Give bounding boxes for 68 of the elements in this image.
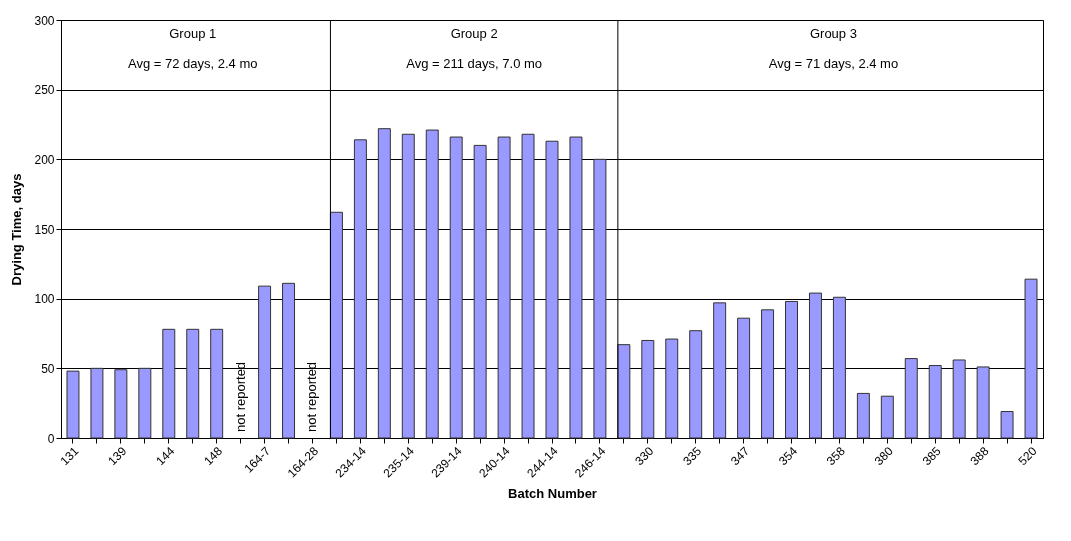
bar xyxy=(928,365,942,439)
bar xyxy=(449,136,463,439)
text: not reported xyxy=(232,361,248,432)
bar xyxy=(545,140,559,439)
bar xyxy=(1024,278,1038,439)
bar xyxy=(1000,411,1014,439)
bar xyxy=(856,392,870,439)
bar xyxy=(425,129,439,439)
bar xyxy=(641,339,655,439)
bar xyxy=(713,302,727,439)
annotation: Group 2 xyxy=(450,26,498,41)
x-tick-label: 347 xyxy=(728,443,753,469)
bar xyxy=(329,211,343,439)
bar xyxy=(90,367,104,439)
x-tick-label: 520 xyxy=(1015,443,1040,469)
bar xyxy=(210,328,224,439)
annotation: Avg = 211 days, 7.0 mo xyxy=(406,56,543,71)
bar xyxy=(114,369,128,439)
y-tick-label: 200 xyxy=(34,152,55,167)
y-tick-label: 100 xyxy=(34,292,55,307)
bar xyxy=(904,358,918,439)
annotation: Group 1 xyxy=(169,26,217,41)
x-tick-label: 131 xyxy=(57,443,82,469)
bar xyxy=(186,328,200,439)
y-axis-title: Drying Time, days xyxy=(9,173,25,286)
bar xyxy=(353,139,367,439)
bar xyxy=(880,395,894,439)
bar xyxy=(808,292,822,439)
bar xyxy=(952,359,966,439)
y-tick-label: 50 xyxy=(41,361,55,376)
x-tick-label: 358 xyxy=(823,443,849,469)
bar xyxy=(689,330,703,439)
bar xyxy=(761,309,775,439)
bar xyxy=(665,338,679,439)
x-tick-label: 139 xyxy=(105,443,130,469)
y-tick-label: 0 xyxy=(47,431,55,446)
annotation: Group 3 xyxy=(809,26,857,41)
y-tick-label: 250 xyxy=(34,83,55,98)
bar xyxy=(162,328,176,439)
bar xyxy=(785,300,798,439)
text: not reported xyxy=(304,361,320,432)
bar xyxy=(593,158,607,439)
bar xyxy=(497,136,511,439)
bar xyxy=(401,133,415,439)
bar xyxy=(138,367,152,439)
bar xyxy=(282,282,296,439)
bar xyxy=(521,133,535,439)
y-tick-label: 300 xyxy=(34,13,55,28)
x-tick-label: 388 xyxy=(967,443,992,469)
bar xyxy=(258,285,272,439)
bar xyxy=(569,136,583,439)
bar xyxy=(473,144,487,439)
x-tick-label: 354 xyxy=(775,443,801,469)
y-tick-label: 150 xyxy=(34,222,55,237)
bar xyxy=(832,296,846,439)
annotation: Avg = 72 days, 2.4 mo xyxy=(127,56,258,71)
annotation: Avg = 71 days, 2.4 mo xyxy=(768,56,899,71)
x-axis-title: Batch Number xyxy=(508,485,597,501)
x-tick-label: 144 xyxy=(153,443,178,469)
x-tick-label: 330 xyxy=(632,443,657,469)
bar xyxy=(377,128,391,439)
x-tick-label: 380 xyxy=(871,443,897,469)
x-tick-label: 385 xyxy=(919,443,944,469)
x-tick-label: 148 xyxy=(201,443,226,469)
x-tick-label: 335 xyxy=(680,443,705,469)
bar xyxy=(66,370,80,439)
bar xyxy=(976,366,990,439)
bar xyxy=(737,317,751,439)
